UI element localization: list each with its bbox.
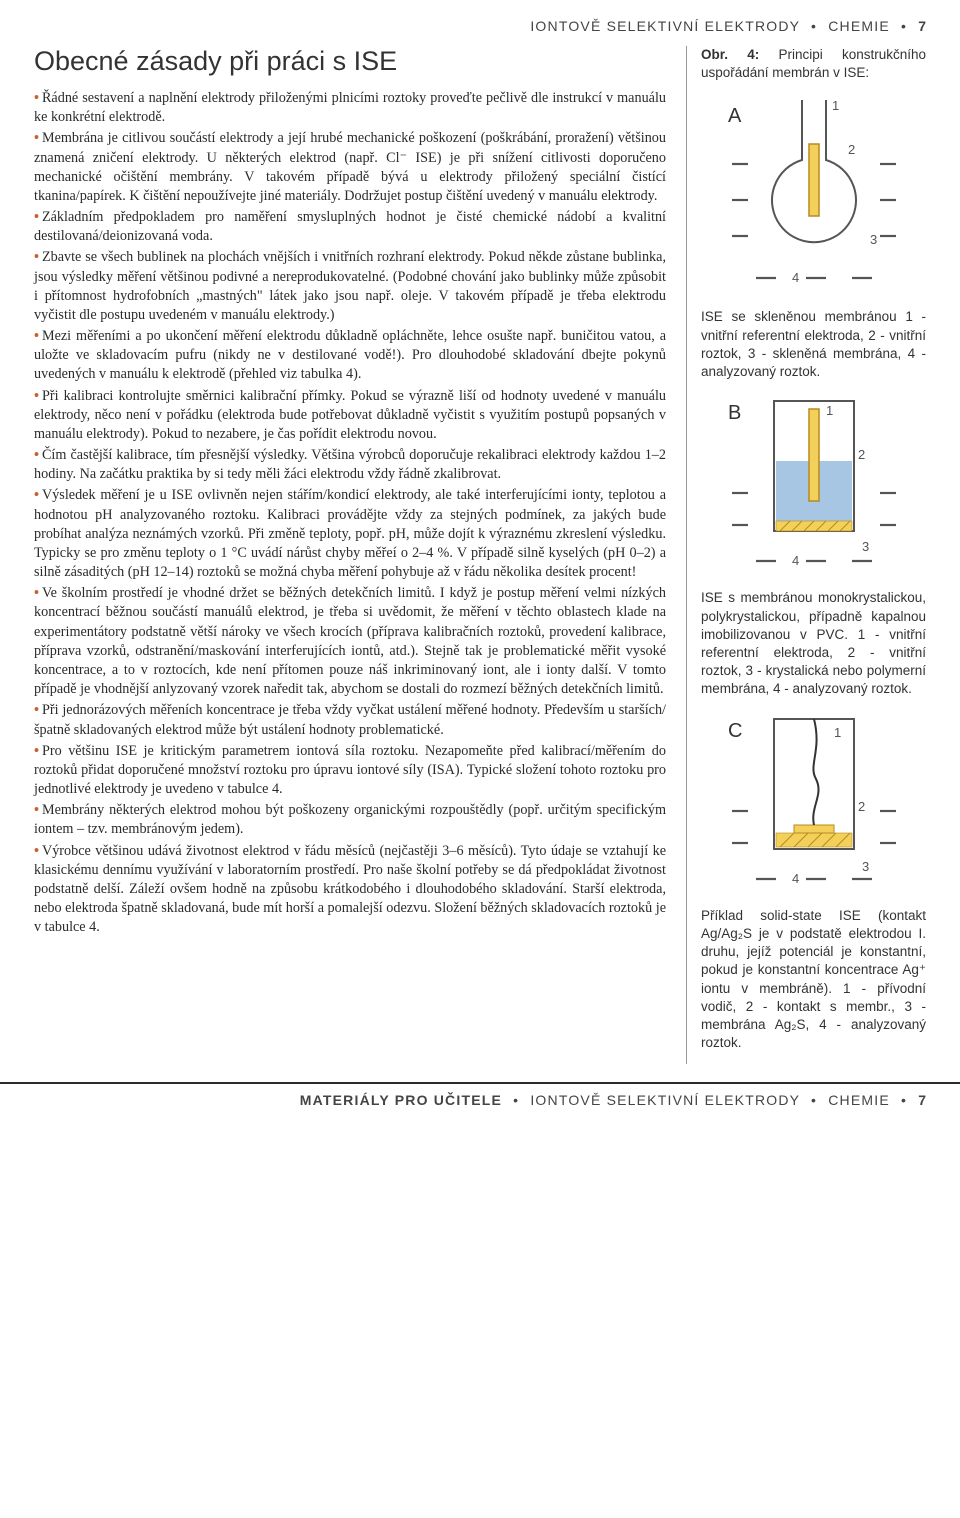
list-item: •Výrobce většinou udává životnost elektr… xyxy=(34,842,666,938)
principles-list: •Řádné sestavení a naplnění elektrody př… xyxy=(34,89,666,937)
svg-text:1: 1 xyxy=(826,403,833,418)
svg-text:1: 1 xyxy=(832,98,839,113)
list-item: •Při jednorázových měřeních koncentrace … xyxy=(34,701,666,739)
figure-c-svg: C xyxy=(714,711,914,901)
list-text: Základním předpokladem pro naměření smys… xyxy=(34,209,666,244)
dot: • xyxy=(901,1092,907,1108)
list-item: •Čím častější kalibrace, tím přesnější v… xyxy=(34,446,666,484)
list-text: Čím častější kalibrace, tím přesnější vý… xyxy=(34,447,666,482)
bullet-icon: • xyxy=(34,487,39,503)
main-column: Obecné zásady při práci s ISE •Řádné ses… xyxy=(34,46,666,939)
bullet-icon: • xyxy=(34,802,39,818)
running-header: IONTOVĚ SELEKTIVNÍ ELEKTRODY • CHEMIE • … xyxy=(34,18,926,34)
footer-page-number: 7 xyxy=(918,1092,926,1108)
list-text: Při jednorázových měřeních koncentrace j… xyxy=(34,702,666,737)
list-text: Při kalibraci kontrolujte směrnici kalib… xyxy=(34,388,666,442)
dot: • xyxy=(811,18,817,34)
figure-title: Obr. 4: Principi konstrukčního uspořádán… xyxy=(701,46,926,82)
svg-text:3: 3 xyxy=(862,859,869,874)
bullet-icon: • xyxy=(34,743,39,759)
figure-b-caption: ISE s membránou monokrystalickou, polykr… xyxy=(701,589,926,698)
svg-text:4: 4 xyxy=(792,871,799,886)
list-item: •Ve školním prostředí je vhodné držet se… xyxy=(34,584,666,699)
figure-a-caption: ISE se skleněnou membránou 1 - vnitřní r… xyxy=(701,308,926,381)
list-text: Pro většinu ISE je kritickým parametrem … xyxy=(34,743,666,797)
list-text: Řádné sestavení a naplnění elektrody při… xyxy=(34,90,666,125)
footer-materials: MATERIÁLY PRO UČITELE xyxy=(300,1092,502,1108)
bullet-icon: • xyxy=(34,585,39,601)
svg-text:2: 2 xyxy=(848,142,855,157)
svg-text:3: 3 xyxy=(862,539,869,554)
bullet-icon: • xyxy=(34,209,39,225)
bullet-icon: • xyxy=(34,249,39,265)
list-item: •Mezi měřeními a po ukončení měření elek… xyxy=(34,327,666,385)
bullet-icon: • xyxy=(34,702,39,718)
footer-topic: IONTOVĚ SELEKTIVNÍ ELEKTRODY xyxy=(530,1092,800,1108)
list-item: •Základním předpokladem pro naměření smy… xyxy=(34,208,666,246)
figure-a-block: A 1 2 3 xyxy=(701,92,926,381)
list-item: •Zbavte se všech bublinek na plochách vn… xyxy=(34,248,666,325)
figure-b-block: B xyxy=(701,393,926,698)
running-topic: IONTOVĚ SELEKTIVNÍ ELEKTRODY xyxy=(530,18,800,34)
bullet-icon: • xyxy=(34,130,39,146)
list-text: Ve školním prostředí je vhodné držet se … xyxy=(34,585,666,697)
list-text: Mezi měřeními a po ukončení měření elekt… xyxy=(34,328,666,382)
list-item: •Při kalibraci kontrolujte směrnici kali… xyxy=(34,387,666,445)
list-text: Výrobce většinou udává životnost elektro… xyxy=(34,843,666,936)
sidebar-column: Obr. 4: Principi konstrukčního uspořádán… xyxy=(686,46,926,1064)
bullet-icon: • xyxy=(34,388,39,404)
bullet-icon: • xyxy=(34,328,39,344)
svg-text:4: 4 xyxy=(792,553,799,568)
list-text: Výsledek měření je u ISE ovlivněn nejen … xyxy=(34,487,666,580)
list-text: Membrány některých elektrod mohou být po… xyxy=(34,802,666,837)
svg-text:2: 2 xyxy=(858,447,865,462)
list-item: •Řádné sestavení a naplnění elektrody př… xyxy=(34,89,666,127)
figure-title-strong: Obr. 4: xyxy=(701,47,759,62)
figure-c-caption: Příklad solid-state ISE (kontakt Ag/Ag₂S… xyxy=(701,907,926,1053)
page-title: Obecné zásady při práci s ISE xyxy=(34,46,666,77)
dot: • xyxy=(901,18,907,34)
footer-subject: CHEMIE xyxy=(828,1092,890,1108)
list-item: •Výsledek měření je u ISE ovlivněn nejen… xyxy=(34,486,666,582)
fig-label-a: A xyxy=(728,105,742,127)
svg-text:1: 1 xyxy=(834,725,841,740)
bullet-icon: • xyxy=(34,843,39,859)
running-page-number: 7 xyxy=(918,18,926,34)
figure-b-svg: B xyxy=(714,393,914,583)
list-item: •Membrána je citlivou součástí elektrody… xyxy=(34,129,666,206)
list-text: Zbavte se všech bublinek na plochách vně… xyxy=(34,249,666,323)
list-item: •Pro většinu ISE je kritickým parametrem… xyxy=(34,742,666,800)
figure-c-block: C xyxy=(701,711,926,1053)
bullet-icon: • xyxy=(34,447,39,463)
svg-text:2: 2 xyxy=(858,799,865,814)
figure-a-svg: A 1 2 3 xyxy=(714,92,914,302)
fig-label-c: C xyxy=(728,720,742,742)
running-subject: CHEMIE xyxy=(828,18,890,34)
footer: MATERIÁLY PRO UČITELE • IONTOVĚ SELEKTIV… xyxy=(0,1082,960,1122)
svg-text:4: 4 xyxy=(792,270,799,285)
list-item: •Membrány některých elektrod mohou být p… xyxy=(34,801,666,839)
dot: • xyxy=(811,1092,817,1108)
list-text: Membrána je citlivou součástí elektrody … xyxy=(34,130,666,204)
fig-label-b: B xyxy=(728,402,741,424)
dot: • xyxy=(513,1092,519,1108)
bullet-icon: • xyxy=(34,90,39,106)
svg-text:3: 3 xyxy=(870,232,877,247)
